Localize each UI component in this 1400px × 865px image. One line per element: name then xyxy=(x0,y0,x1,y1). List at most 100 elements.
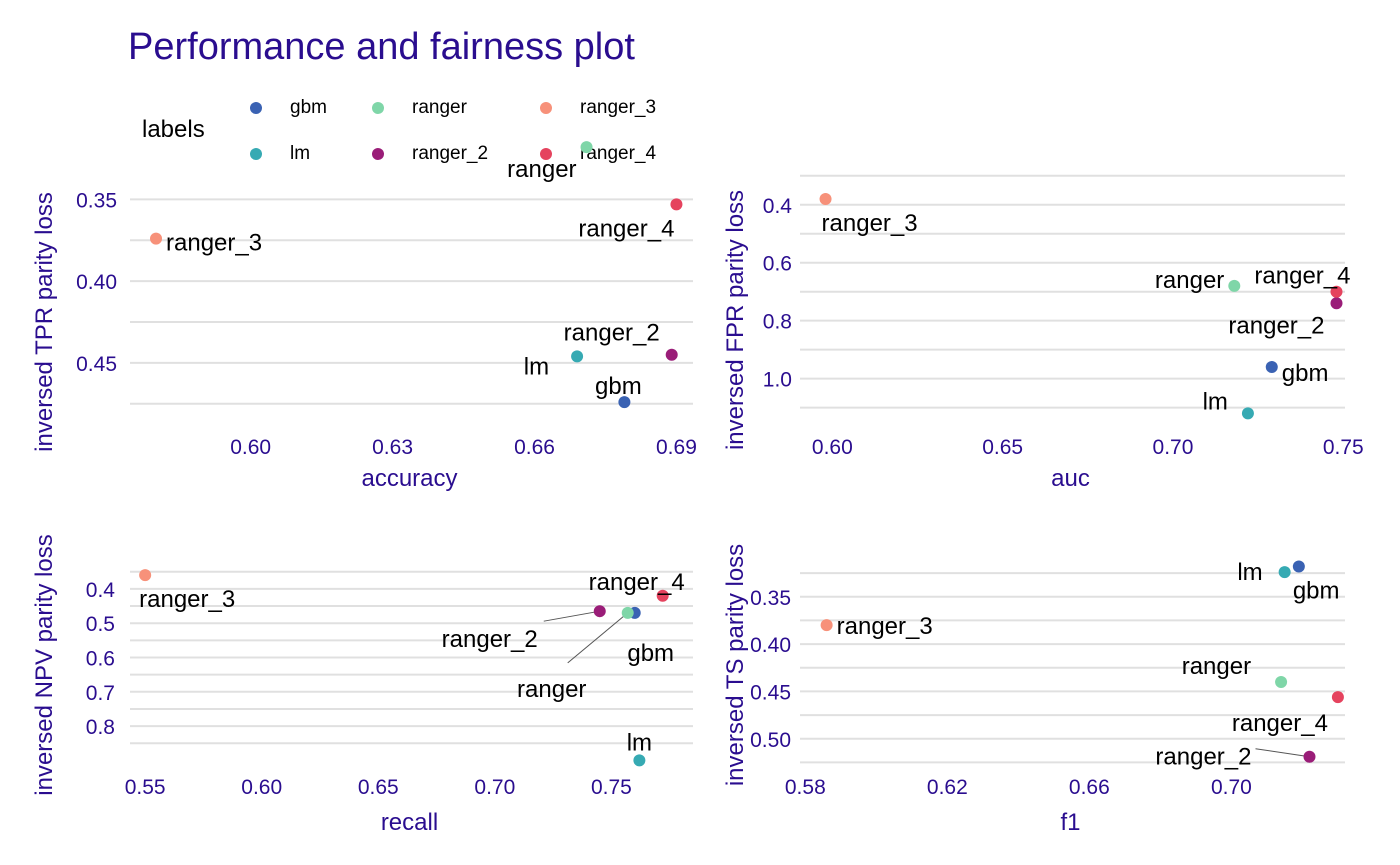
legend-dot xyxy=(250,148,262,160)
point-label: ranger_2 xyxy=(1228,312,1324,339)
legend-title: labels xyxy=(142,116,205,143)
y-tick-label: 0.35 xyxy=(750,587,791,610)
point-label: lm xyxy=(627,729,652,756)
data-point-ranger-3 xyxy=(819,192,832,205)
point-label: lm xyxy=(524,353,549,380)
data-point-ranger xyxy=(1275,675,1288,688)
y-axis-title: inversed FPR parity loss xyxy=(722,190,749,450)
x-axis-title: recall xyxy=(381,809,438,836)
legend-item-gbm: gbm xyxy=(250,96,327,120)
legend-item-ranger-3: ranger_3 xyxy=(540,96,656,120)
data-point-ranger-4 xyxy=(1331,691,1344,704)
legend-dot xyxy=(540,102,552,114)
legend-item-ranger: ranger xyxy=(372,96,467,120)
y-tick-label: 0.40 xyxy=(76,271,117,294)
x-tick-label: 0.62 xyxy=(927,776,968,799)
y-tick-label: 0.6 xyxy=(86,647,115,670)
y-axis-title: inversed NPV parity loss xyxy=(31,534,58,795)
point-label: ranger xyxy=(1182,653,1251,680)
legend-item-lm: lm xyxy=(250,142,310,166)
y-tick-label: 0.45 xyxy=(750,681,791,704)
y-tick-label: 0.8 xyxy=(86,716,115,739)
point-label: gbm xyxy=(1282,360,1329,387)
point-label: ranger_3 xyxy=(837,613,933,640)
y-tick-label: 0.7 xyxy=(86,682,115,705)
legend-label: ranger xyxy=(412,97,467,118)
label-leader-line xyxy=(567,612,629,664)
data-point-ranger-4 xyxy=(656,589,669,602)
point-label: gbm xyxy=(595,373,642,400)
legend-dot xyxy=(540,148,552,160)
point-label: ranger xyxy=(517,676,586,703)
data-point-ranger-3 xyxy=(150,232,163,245)
label-leader-line xyxy=(543,610,600,622)
legend-dot xyxy=(250,102,262,114)
data-point-gbm xyxy=(618,396,631,409)
legend-dot xyxy=(372,148,384,160)
x-tick-label: 0.60 xyxy=(241,776,282,799)
y-tick-label: 0.50 xyxy=(750,729,791,752)
x-tick-label: 0.69 xyxy=(656,436,697,459)
x-tick-label: 0.60 xyxy=(230,436,271,459)
y-tick-label: 0.5 xyxy=(86,613,115,636)
x-axis-title: auc xyxy=(1051,465,1090,492)
y-axis-title: inversed TS parity loss xyxy=(722,544,749,786)
y-tick-label: 0.8 xyxy=(763,311,792,334)
legend-label: gbm xyxy=(290,97,327,118)
point-label: ranger_2 xyxy=(442,626,538,653)
point-label: ranger_3 xyxy=(822,210,918,237)
data-point-ranger-2 xyxy=(1330,297,1343,310)
x-tick-label: 0.65 xyxy=(358,776,399,799)
data-point-ranger-3 xyxy=(820,619,833,632)
x-tick-label: 0.70 xyxy=(474,776,515,799)
data-point-ranger-2 xyxy=(1303,750,1316,763)
y-tick-label: 0.4 xyxy=(763,195,793,218)
y-axis-title: inversed TPR parity loss xyxy=(31,192,58,452)
data-point-ranger-2 xyxy=(665,348,678,361)
data-point-lm xyxy=(633,754,646,767)
x-axis-title: f1 xyxy=(1060,809,1080,836)
legend-label: lm xyxy=(290,143,311,164)
y-tick-label: 0.6 xyxy=(763,253,792,276)
legend: labels gbm lm ranger ranger_2 ranger_3 r… xyxy=(0,0,700,180)
point-label: ranger xyxy=(1155,267,1224,294)
point-label: gbm xyxy=(1293,577,1340,604)
legend-item-ranger-2: ranger_2 xyxy=(372,142,488,166)
x-tick-label: 0.75 xyxy=(1323,436,1364,459)
data-point-ranger-4 xyxy=(670,198,683,211)
x-axis-title: accuracy xyxy=(361,465,457,492)
point-label: ranger xyxy=(507,156,576,183)
x-tick-label: 0.55 xyxy=(125,776,166,799)
x-tick-label: 0.75 xyxy=(591,776,632,799)
point-label: ranger_3 xyxy=(166,230,262,257)
data-point-ranger-4 xyxy=(1330,285,1343,298)
plot-title: Performance and fairness plot xyxy=(128,26,635,68)
point-label: gbm xyxy=(627,640,674,667)
x-tick-label: 0.60 xyxy=(812,436,853,459)
point-label: ranger_2 xyxy=(1155,744,1251,771)
data-point-gbm xyxy=(1265,361,1278,374)
x-tick-label: 0.70 xyxy=(1211,776,1252,799)
data-point-lm xyxy=(571,350,584,363)
data-point-lm xyxy=(1278,566,1291,579)
data-point-ranger xyxy=(621,606,634,619)
x-tick-label: 0.70 xyxy=(1153,436,1194,459)
point-label: ranger_4 xyxy=(1232,710,1328,737)
label-leader-line xyxy=(1255,748,1310,758)
point-label: ranger_2 xyxy=(564,320,660,347)
y-tick-label: 0.45 xyxy=(76,353,117,376)
x-tick-label: 0.65 xyxy=(982,436,1023,459)
x-tick-label: 0.66 xyxy=(514,436,555,459)
data-point-ranger xyxy=(580,141,593,154)
data-point-lm xyxy=(1241,407,1254,420)
y-tick-label: 1.0 xyxy=(763,369,792,392)
x-tick-label: 0.58 xyxy=(785,776,826,799)
legend-label: ranger_2 xyxy=(412,143,489,164)
point-label: lm xyxy=(1203,388,1228,415)
data-point-gbm xyxy=(1292,560,1305,573)
point-label: ranger_4 xyxy=(589,569,685,596)
data-point-ranger xyxy=(1228,279,1241,292)
y-tick-label: 0.4 xyxy=(86,579,116,602)
data-point-ranger-2 xyxy=(593,605,606,618)
